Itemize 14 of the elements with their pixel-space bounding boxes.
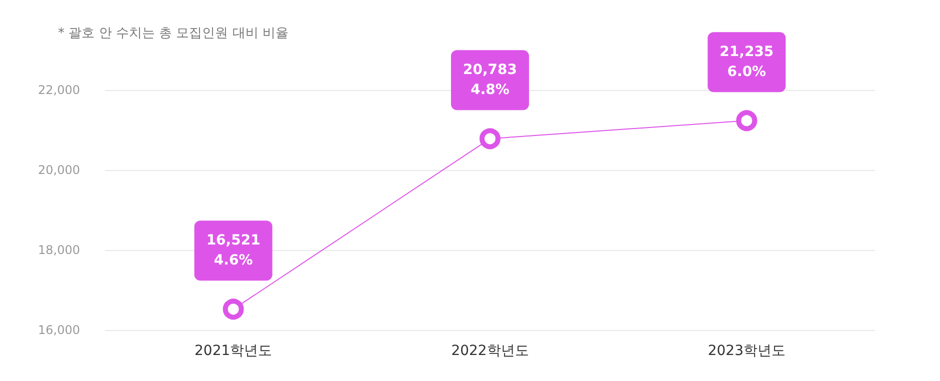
x-tick-label: 2022학년도 (451, 343, 529, 359)
data-label: 16,521 4.6% (206, 232, 260, 269)
y-tick-label: 18,000 (38, 243, 80, 257)
x-tick-label: 2023학년도 (708, 343, 786, 359)
data-label: 20,783 4.8% (462, 62, 518, 98)
text: * 괄호 안 수치는 총 모집인원 대비 비율 (58, 26, 288, 41)
point (222, 298, 244, 320)
point (480, 128, 500, 150)
point (736, 110, 758, 132)
x-tick-label: 2021학년도 (194, 343, 272, 359)
data-label: 21,235 6.0% (720, 44, 774, 80)
y-tick-label: 22,000 (38, 83, 80, 97)
y-tick-label: 20,000 (38, 163, 80, 177)
y-tick-label: 16,000 (38, 323, 80, 337)
